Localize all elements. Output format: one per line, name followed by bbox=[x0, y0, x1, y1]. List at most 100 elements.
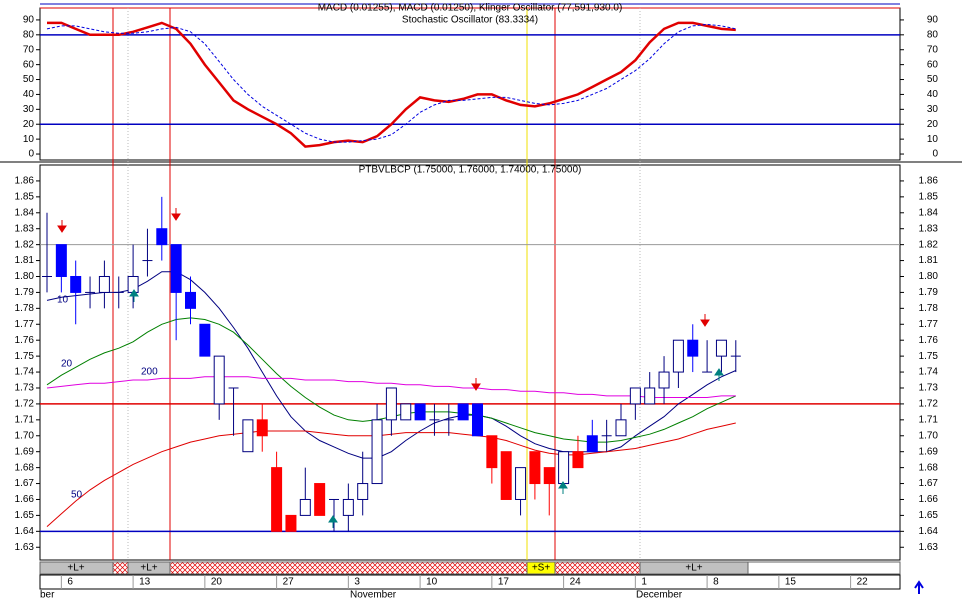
y-tick-label: 1.68 bbox=[15, 462, 35, 473]
candle-body bbox=[515, 467, 527, 500]
y-tick-label: 90 bbox=[23, 15, 35, 26]
candle-body bbox=[715, 339, 727, 357]
y-tick-label: 1.74 bbox=[15, 367, 35, 378]
y-tick-label-right: 40 bbox=[927, 89, 939, 100]
candle-body bbox=[242, 419, 254, 453]
y-tick-label-right: 1.72 bbox=[919, 399, 939, 410]
ma-label: 20 bbox=[61, 359, 73, 370]
y-tick-label-right: 1.69 bbox=[919, 446, 939, 457]
date-axis bbox=[39, 574, 901, 590]
candle-body bbox=[285, 514, 297, 532]
overlay-title: MACD (0.01255), MACD (0.01250), Klinger … bbox=[318, 3, 623, 14]
x-tick-label: 10 bbox=[426, 577, 438, 588]
candle-body bbox=[615, 419, 627, 437]
y-tick-label: 1.86 bbox=[15, 176, 35, 187]
y-tick-label: 1.70 bbox=[15, 430, 35, 441]
candle-body bbox=[414, 403, 426, 421]
candle-body bbox=[385, 387, 397, 421]
candle-body bbox=[185, 291, 196, 309]
candle-body bbox=[400, 403, 412, 421]
ma-label: 10 bbox=[57, 295, 69, 306]
price-title: PTBVLBCP (1.75000, 1.76000, 1.74000, 1.7… bbox=[359, 165, 582, 176]
y-tick-label: 1.71 bbox=[15, 414, 35, 425]
ma-label: 50 bbox=[71, 490, 83, 501]
y-tick-label-right: 90 bbox=[927, 15, 939, 26]
y-tick-label: 1.77 bbox=[15, 319, 35, 330]
stoch-title: Stochastic Oscillator (83.3334) bbox=[402, 15, 538, 26]
y-tick-label: 1.67 bbox=[15, 478, 35, 489]
x-tick-label: 17 bbox=[498, 577, 510, 588]
y-tick-label-right: 1.79 bbox=[919, 287, 939, 298]
y-tick-label-right: 1.74 bbox=[919, 367, 939, 378]
y-tick-label: 1.69 bbox=[15, 446, 35, 457]
candle-body bbox=[629, 387, 641, 405]
y-tick-label-right: 1.77 bbox=[919, 319, 939, 330]
y-tick-label: 1.73 bbox=[15, 383, 35, 394]
y-tick-label: 40 bbox=[23, 89, 35, 100]
y-tick-label-right: 1.81 bbox=[919, 255, 939, 266]
y-tick-label-right: 60 bbox=[927, 59, 939, 70]
candle-body bbox=[70, 275, 82, 293]
x-tick-label: 20 bbox=[211, 577, 223, 588]
y-tick-label-right: 50 bbox=[927, 74, 939, 85]
candle-body bbox=[357, 483, 369, 500]
signal-label: +L+ bbox=[67, 563, 84, 574]
y-tick-label-right: 30 bbox=[927, 104, 939, 115]
y-tick-label: 1.76 bbox=[15, 335, 35, 346]
x-tick-label: 1 bbox=[641, 577, 647, 588]
candle-body bbox=[371, 419, 383, 485]
x-tick-label: 6 bbox=[67, 577, 73, 588]
y-tick-label-right: 1.73 bbox=[919, 383, 939, 394]
plot-area: 0 0 10 10 20 20 30 30 40 40 50 50 60 60 70 70 80 80 90 90 1.… bbox=[15, 15, 939, 553]
y-tick-label-right: 10 bbox=[927, 134, 939, 145]
x-tick-label: 13 bbox=[139, 577, 151, 588]
candle-body bbox=[572, 451, 584, 469]
y-tick-label: 1.81 bbox=[15, 255, 35, 266]
candle-body bbox=[55, 244, 67, 277]
x-tick-label: 8 bbox=[713, 577, 719, 588]
month-label: December bbox=[636, 590, 683, 600]
y-tick-label-right: 70 bbox=[927, 44, 939, 55]
candle-body bbox=[199, 323, 211, 357]
candle-body bbox=[314, 483, 326, 516]
candle-body bbox=[299, 498, 311, 516]
month-label: November bbox=[350, 590, 397, 600]
y-tick-label: 1.84 bbox=[15, 207, 35, 218]
ma-label: 200 bbox=[141, 367, 158, 378]
month-label: ber bbox=[40, 590, 55, 600]
x-tick-label: 22 bbox=[857, 577, 869, 588]
x-tick-label: 24 bbox=[570, 577, 582, 588]
y-tick-label-right: 1.65 bbox=[919, 510, 939, 521]
y-tick-label: 20 bbox=[23, 119, 35, 130]
y-tick-label-right: 1.66 bbox=[919, 494, 939, 505]
signal-label: +S+ bbox=[532, 563, 551, 574]
y-tick-label: 1.64 bbox=[15, 526, 35, 537]
scroll-arrow[interactable] bbox=[914, 580, 924, 594]
candle-body bbox=[558, 451, 570, 485]
y-tick-label: 60 bbox=[23, 59, 35, 70]
signal-label: +L+ bbox=[685, 563, 702, 574]
price-frame bbox=[39, 164, 901, 561]
y-tick-label-right: 1.67 bbox=[919, 478, 939, 489]
y-tick-label: 1.82 bbox=[15, 239, 35, 250]
candle-body bbox=[658, 371, 670, 389]
candle-body bbox=[586, 435, 598, 453]
y-tick-label-right: 1.63 bbox=[919, 542, 939, 553]
series-line bbox=[46, 271, 737, 459]
y-tick-label-right: 1.75 bbox=[919, 351, 939, 362]
y-tick-label-right: 1.68 bbox=[919, 462, 939, 473]
candle-body bbox=[457, 403, 469, 421]
y-tick-label: 1.83 bbox=[15, 223, 35, 234]
y-tick-label-right: 1.71 bbox=[919, 414, 939, 425]
candle-body bbox=[342, 498, 354, 516]
y-tick-label-right: 1.82 bbox=[919, 239, 939, 250]
candle-body bbox=[271, 467, 283, 532]
candle-body bbox=[644, 387, 656, 405]
candle-body bbox=[500, 451, 512, 500]
candle-body bbox=[170, 244, 182, 293]
buy-arrows bbox=[129, 289, 724, 528]
candle-body bbox=[543, 467, 555, 485]
y-tick-label-right: 80 bbox=[927, 29, 939, 40]
y-tick-label-right: 1.83 bbox=[919, 223, 939, 234]
